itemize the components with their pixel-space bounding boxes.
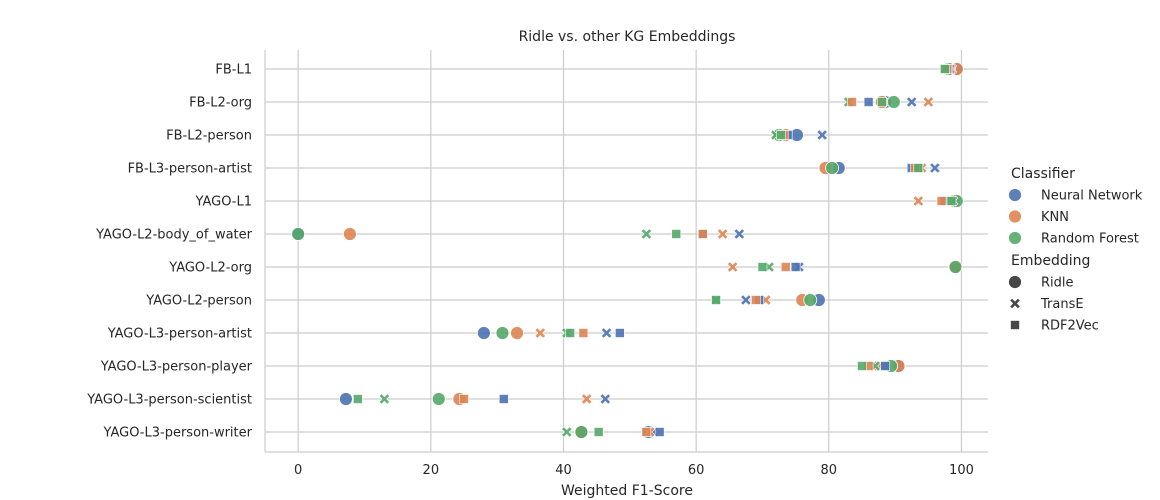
point-random-forest-ridle-fb-l3-person-artist [825,161,840,175]
point-neural-network-ridle-yago-l3-person-artist [476,326,491,340]
point-knn-rdf2vec-yago-l2-person [751,295,761,305]
point-knn-ridle-yago-l2-body-of-water [343,227,357,241]
point-random-forest-transe-yago-l3-person-scientist [378,393,391,405]
point-knn-ridle-yago-l3-person-artist [510,326,524,340]
point-knn-rdf2vec-yago-l3-person-writer [641,427,652,437]
y-tick-label: FB-L2-person [166,129,252,144]
point-random-forest-transe-yago-l3-person-writer [561,426,573,438]
point-random-forest-ridle-yago-l3-person-scientist [431,392,446,406]
data-markers [291,62,964,439]
point-random-forest-rdf2vec-fb-l2-person [776,130,786,140]
point-knn-rdf2vec-yago-l2-body-of-water [697,229,708,239]
point-neural-network-rdf2vec-yago-l3-person-writer [654,427,665,437]
y-tick-label: YAGO-L1 [195,195,252,210]
y-tick-label: YAGO-L3-person-writer [103,426,253,441]
point-random-forest-rdf2vec-yago-l3-person-player [857,361,867,371]
x-tick-label: 0 [294,463,302,478]
y-tick-label: YAGO-L2-body_of_water [95,228,253,243]
point-random-forest-rdf2vec-yago-l3-person-scientist [353,394,363,404]
y-tick-label: YAGO-L2-person [145,294,252,309]
point-random-forest-rdf2vec-yago-l2-org [757,262,768,272]
point-neural-network-transe-fb-l2-org [906,96,918,108]
legend-marker-rdf2vec [1010,320,1020,330]
point-random-forest-rdf2vec-fb-l2-org [877,97,887,107]
y-tick-label: YAGO-L3-person-artist [107,327,252,342]
legend-marker-random-forest [1008,231,1022,245]
legend-marker-ridle [1008,275,1022,289]
legend-classifier-title: Classifier [1011,166,1075,182]
x-tick-label: 80 [821,463,838,478]
point-knn-rdf2vec-yago-l1 [936,196,947,206]
legend-classifier-entries: Neural Network KNN Random Forest [1008,188,1143,247]
point-neural-network-rdf2vec-yago-l2-org [790,262,801,272]
point-knn-transe-yago-l2-org [727,261,739,273]
legend-embedding-entries: Ridle TransE RDF2Vec [1008,275,1099,334]
point-neural-network-transe-yago-l3-person-scientist [599,393,611,405]
point-neural-network-transe-yago-l3-person-artist [600,327,613,339]
legend-marker-transe [1009,297,1021,310]
point-neural-network-transe-fb-l3-person-artist [929,162,941,174]
y-tick-labels: FB-L1 FB-L2-org FB-L2-person FB-L3-person-a… [86,63,252,441]
y-tick-label: FB-L3-person-artist [128,162,252,177]
point-neural-network-rdf2vec-yago-l3-person-artist [615,328,625,338]
legend-marker-knn [1008,209,1022,224]
x-tick-label: 60 [688,463,705,478]
point-neural-network-rdf2vec-yago-l3-person-scientist [498,394,509,404]
point-neural-network-rdf2vec-fb-l2-org [863,97,874,107]
x-axis-label: Weighted F1-Score [561,483,693,499]
x-tick-label: 20 [423,463,440,478]
point-neural-network-transe-fb-l2-person [816,129,828,141]
point-random-forest-ridle-yago-l2-person [803,293,818,307]
x-tick-label: 40 [555,463,572,478]
point-random-forest-transe-yago-l2-body-of-water [640,228,653,240]
point-knn-rdf2vec-fb-l2-org [847,97,857,107]
point-random-forest-rdf2vec-yago-l3-person-artist [565,328,575,338]
point-knn-transe-yago-l2-body-of-water [717,228,729,240]
point-random-forest-rdf2vec-yago-l2-body-of-water [671,229,682,239]
point-random-forest-rdf2vec-yago-l2-person [711,295,721,305]
legend: Classifier Neural Network KNN Random Fores… [1008,166,1143,334]
point-knn-transe-fb-l2-org [922,96,934,108]
point-neural-network-rdf2vec-yago-l3-person-player [880,361,890,371]
point-random-forest-rdf2vec-yago-l3-person-writer [593,427,604,437]
point-random-forest-ridle-yago-l2-body-of-water [291,227,306,241]
point-random-forest-ridle-yago-l2-org [948,260,963,274]
x-tick-labels: 0 20 40 60 80 100 [294,463,974,478]
y-tick-label: FB-L1 [215,63,252,78]
point-random-forest-ridle-yago-l3-person-writer [574,425,589,439]
point-random-forest-rdf2vec-fb-l1 [940,64,950,74]
chart-title: Ridle vs. other KG Embeddings [519,29,736,45]
axis-spines [264,50,988,453]
y-tick-label: YAGO-L3-person-scientist [86,393,252,408]
x-tick-label: 100 [949,463,974,478]
y-tick-label: YAGO-L2-org [168,261,252,276]
legend-label-rdf2vec: RDF2Vec [1041,319,1099,334]
point-knn-transe-yago-l3-person-artist [534,327,546,339]
legend-label-ridle: Ridle [1041,276,1074,291]
legend-marker-neural-network [1008,188,1022,202]
point-knn-transe-yago-l1 [912,195,924,207]
point-knn-rdf2vec-yago-l3-person-scientist [459,394,469,404]
grid-lines [265,50,988,452]
legend-label-random-forest: Random Forest [1041,232,1139,247]
legend-embedding-title: Embedding [1011,253,1090,269]
y-tick-label: YAGO-L3-person-player [100,360,253,375]
point-random-forest-ridle-fb-l2-org [886,95,901,109]
point-neural-network-transe-yago-l2-body-of-water [733,228,745,240]
legend-label-neural-network: Neural Network [1041,189,1143,204]
y-tick-label: FB-L2-org [189,96,252,111]
point-random-forest-rdf2vec-yago-l1 [946,196,957,206]
legend-label-transe: TransE [1040,297,1084,312]
point-random-forest-ridle-yago-l3-person-artist [495,326,510,340]
point-knn-transe-yago-l3-person-scientist [581,393,593,405]
point-knn-rdf2vec-yago-l3-person-artist [578,328,589,338]
point-random-forest-rdf2vec-fb-l3-person-artist [913,163,924,173]
legend-label-knn: KNN [1041,210,1069,225]
point-neural-network-ridle-yago-l3-person-scientist [339,392,353,406]
point-knn-rdf2vec-yago-l2-org [780,262,791,272]
